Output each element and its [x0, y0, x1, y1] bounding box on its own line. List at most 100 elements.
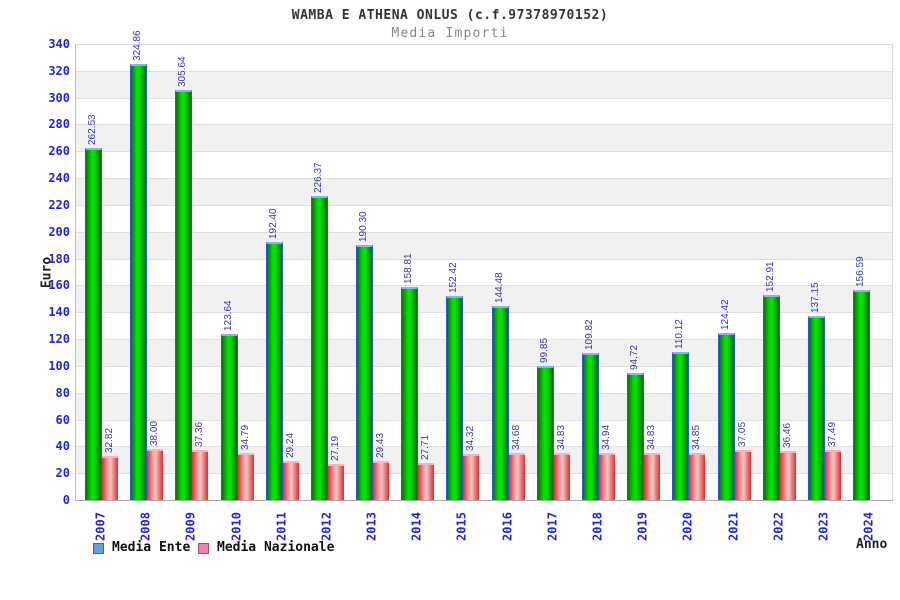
x-axis-line: [75, 500, 893, 501]
bar-media-ente: [446, 295, 464, 500]
bar-media-nazionale: [598, 453, 615, 500]
bar-media-nazionale: [282, 460, 299, 500]
x-tick-label: 2015: [454, 512, 469, 541]
bar-value-label-media-ente: 123.64: [222, 300, 234, 332]
gridline: [76, 392, 892, 394]
plot-band: [76, 97, 892, 125]
y-tick-label: 240: [48, 171, 70, 186]
bar-value-label-media-ente: 152.91: [764, 261, 776, 292]
bar-value-label-media-ente: 158.81: [403, 253, 415, 284]
bar-value-label-media-nazionale: 34.83: [646, 425, 658, 451]
bar-value-label-media-nazionale: 38.00: [149, 421, 161, 447]
y-tick-label: 280: [48, 117, 70, 132]
chart-subtitle: Media Importi: [391, 26, 509, 41]
bar-value-label-media-nazionale: 34.32: [465, 425, 477, 451]
legend-swatch-media-nazionale: [198, 543, 209, 554]
bar-media-nazionale: [508, 453, 525, 500]
bar-value-label-media-nazionale: 34.79: [239, 425, 251, 451]
y-tick-label: 120: [48, 332, 70, 347]
gridline: [76, 365, 892, 367]
y-tick-label: 260: [48, 144, 70, 159]
bar-media-ente: [265, 241, 283, 500]
bar-media-ente: [853, 289, 871, 500]
bar-media-nazionale: [373, 460, 390, 500]
plot-border-top: [75, 44, 893, 45]
y-tick-label: 300: [48, 90, 70, 105]
x-tick-label: 2016: [500, 512, 515, 541]
bar-media-ente: [310, 196, 328, 500]
plot-band: [76, 473, 892, 500]
y-tick-label: 40: [55, 439, 70, 454]
bar-media-nazionale: [102, 455, 118, 500]
legend-swatch-media-ente: [93, 543, 104, 554]
bar-media-ente: [220, 334, 238, 500]
gridline: [76, 204, 892, 206]
gridline: [76, 446, 892, 448]
gridline: [76, 339, 892, 341]
bar-value-label-media-ente: 94.72: [629, 344, 641, 370]
y-tick-label: 220: [48, 197, 70, 212]
bar-media-nazionale: [824, 449, 841, 500]
bar-value-label-media-ente: 192.40: [267, 208, 279, 239]
x-tick-label: 2014: [409, 512, 424, 541]
plot-band: [76, 178, 892, 205]
gridline: [76, 473, 892, 475]
bar-media-ente: [627, 372, 645, 500]
y-tick-label: 160: [48, 278, 70, 293]
bar-media-ente: [130, 64, 148, 500]
bar-media-nazionale: [192, 449, 209, 500]
plot-band: [76, 392, 892, 420]
gridline: [76, 312, 892, 314]
x-tick-label: 2022: [771, 512, 786, 541]
bar-value-label-media-nazionale: 29.24: [284, 432, 296, 458]
bar-value-label-media-nazionale: 37.05: [736, 422, 748, 448]
gridline: [76, 70, 892, 72]
gridline: [76, 419, 892, 421]
bar-value-label-media-ente: 226.37: [312, 162, 324, 194]
bar-media-ente: [807, 316, 825, 500]
bar-value-label-media-nazionale: 27.71: [420, 434, 432, 460]
bar-value-label-media-nazionale: 29.43: [375, 432, 387, 458]
plot-band: [76, 339, 892, 366]
y-tick-label: 140: [48, 305, 70, 320]
gridline: [76, 258, 892, 260]
gridline: [76, 178, 892, 180]
plot-border-right: [892, 44, 893, 501]
bar-media-nazionale: [147, 449, 164, 500]
x-tick-label: 2017: [545, 512, 560, 541]
gridline: [76, 124, 892, 126]
bar-value-label-media-nazionale: 32.82: [104, 427, 115, 453]
x-tick-label: 2021: [726, 512, 741, 541]
bar-value-label-media-ente: 156.59: [855, 256, 867, 287]
bar-value-label-media-nazionale: 34.83: [555, 425, 567, 451]
bar-value-label-media-ente: 305.64: [177, 56, 189, 88]
gridline: [76, 285, 892, 287]
plot-band: [76, 204, 892, 232]
plot-band: [76, 419, 892, 447]
x-tick-label: 2019: [635, 512, 650, 541]
plot-band: [76, 231, 892, 259]
bar-media-nazionale: [734, 450, 751, 500]
plot-band: [76, 44, 892, 71]
bar-value-label-media-ente: 324.86: [132, 30, 144, 62]
bar-media-nazionale: [327, 463, 344, 500]
bar-value-label-media-nazionale: 37.36: [194, 421, 206, 447]
plot-band: [76, 124, 892, 152]
bar-media-nazionale: [237, 453, 254, 500]
y-tick-label: 180: [48, 251, 70, 266]
y-tick-label: 60: [55, 412, 70, 427]
bar-media-nazionale: [463, 453, 480, 500]
gridline: [76, 231, 892, 233]
bar-value-label-media-ente: 190.30: [358, 211, 370, 242]
bar-value-label-media-ente: 152.42: [448, 261, 460, 293]
bar-value-label-media-ente: 110.12: [674, 319, 686, 350]
y-axis-title: Euro: [39, 256, 55, 289]
bar-value-label-media-nazionale: 34.94: [600, 425, 612, 451]
bar-value-label-media-ente: 144.48: [493, 272, 505, 304]
y-tick-label: 100: [48, 358, 70, 373]
plot-band: [76, 258, 892, 286]
bar-media-nazionale: [553, 453, 570, 500]
bar-media-ente: [85, 147, 102, 500]
bar-media-nazionale: [689, 453, 706, 500]
